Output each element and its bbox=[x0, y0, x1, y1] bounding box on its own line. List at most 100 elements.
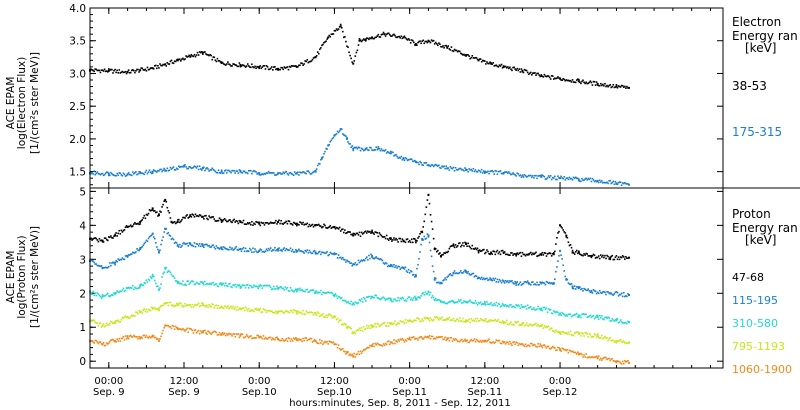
data-point-anchor bbox=[164, 324, 167, 327]
data-point bbox=[253, 251, 255, 253]
data-point bbox=[345, 232, 347, 235]
data-point bbox=[111, 339, 113, 341]
data-point bbox=[198, 214, 201, 216]
data-point bbox=[402, 320, 405, 323]
data-point bbox=[546, 281, 549, 284]
data-point bbox=[366, 147, 368, 149]
data-point bbox=[496, 320, 499, 322]
data-point bbox=[561, 258, 563, 260]
data-point bbox=[130, 253, 133, 255]
data-point bbox=[564, 332, 567, 334]
data-point bbox=[142, 244, 145, 247]
data-point bbox=[434, 277, 437, 280]
data-point bbox=[233, 284, 235, 287]
data-point bbox=[418, 163, 420, 166]
data-point bbox=[269, 247, 272, 249]
data-point bbox=[616, 86, 619, 89]
data-point bbox=[184, 330, 186, 332]
data-point bbox=[500, 172, 503, 175]
data-point bbox=[423, 235, 426, 238]
data-point bbox=[153, 169, 156, 172]
data-point bbox=[489, 341, 491, 343]
data-point bbox=[592, 356, 595, 359]
data-point bbox=[304, 223, 306, 226]
data-point bbox=[539, 324, 542, 327]
data-point bbox=[567, 331, 570, 334]
data-point-anchor bbox=[389, 341, 392, 344]
data-point bbox=[432, 270, 435, 273]
data-point bbox=[481, 319, 484, 321]
data-point bbox=[457, 50, 460, 52]
data-point bbox=[99, 173, 102, 176]
data-point bbox=[415, 241, 417, 244]
data-point bbox=[231, 286, 233, 289]
data-point bbox=[292, 174, 295, 176]
data-point bbox=[370, 345, 372, 347]
data-point bbox=[124, 226, 127, 229]
data-point bbox=[541, 346, 544, 349]
data-point bbox=[155, 308, 157, 310]
data-point bbox=[620, 340, 623, 343]
data-point bbox=[568, 283, 571, 285]
data-point bbox=[280, 66, 282, 69]
data-point bbox=[481, 339, 484, 342]
data-point bbox=[238, 62, 241, 64]
data-point bbox=[405, 321, 408, 324]
data-point bbox=[293, 222, 296, 225]
data-point bbox=[455, 339, 458, 341]
data-point bbox=[280, 310, 282, 313]
data-point bbox=[492, 62, 494, 64]
legend-entry-115-195: 115-195 bbox=[732, 294, 778, 307]
data-point bbox=[397, 241, 399, 243]
data-point bbox=[508, 305, 510, 308]
data-point bbox=[433, 43, 436, 45]
data-point bbox=[157, 307, 159, 310]
data-point bbox=[305, 337, 308, 339]
data-point bbox=[279, 339, 281, 342]
data-point bbox=[435, 336, 438, 338]
data-point bbox=[188, 166, 191, 168]
data-point bbox=[275, 249, 277, 252]
data-point bbox=[404, 299, 407, 302]
data-point bbox=[328, 253, 331, 256]
data-point bbox=[378, 36, 381, 38]
data-point bbox=[456, 245, 459, 247]
data-point bbox=[175, 221, 178, 224]
data-point bbox=[133, 334, 135, 337]
data-point-anchor bbox=[220, 333, 223, 336]
data-point bbox=[222, 307, 225, 310]
data-point bbox=[395, 299, 397, 302]
data-point bbox=[535, 308, 537, 311]
data-point bbox=[520, 343, 523, 345]
data-point bbox=[479, 339, 482, 342]
data-point bbox=[337, 228, 340, 230]
data-point bbox=[265, 222, 268, 224]
data-point bbox=[515, 284, 517, 286]
data-point bbox=[247, 250, 250, 253]
data-point bbox=[283, 66, 286, 68]
data-point bbox=[536, 255, 538, 257]
data-point bbox=[328, 226, 331, 228]
data-point bbox=[110, 294, 112, 297]
data-point bbox=[173, 242, 176, 245]
data-point bbox=[617, 360, 620, 363]
data-point bbox=[339, 256, 342, 259]
data-point bbox=[293, 171, 296, 173]
data-point bbox=[305, 60, 308, 63]
data-point bbox=[344, 36, 346, 38]
data-point bbox=[491, 279, 493, 282]
data-point bbox=[379, 344, 382, 346]
data-point bbox=[627, 183, 629, 185]
data-point bbox=[186, 304, 188, 306]
data-point bbox=[287, 220, 290, 222]
data-point bbox=[605, 337, 607, 340]
data-point bbox=[141, 312, 144, 314]
data-point bbox=[274, 311, 276, 314]
data-point bbox=[110, 264, 112, 267]
data-point bbox=[555, 178, 557, 181]
data-point bbox=[249, 335, 251, 338]
data-point bbox=[156, 246, 158, 248]
data-point bbox=[321, 156, 323, 159]
data-point bbox=[514, 306, 516, 309]
data-point bbox=[599, 181, 602, 183]
